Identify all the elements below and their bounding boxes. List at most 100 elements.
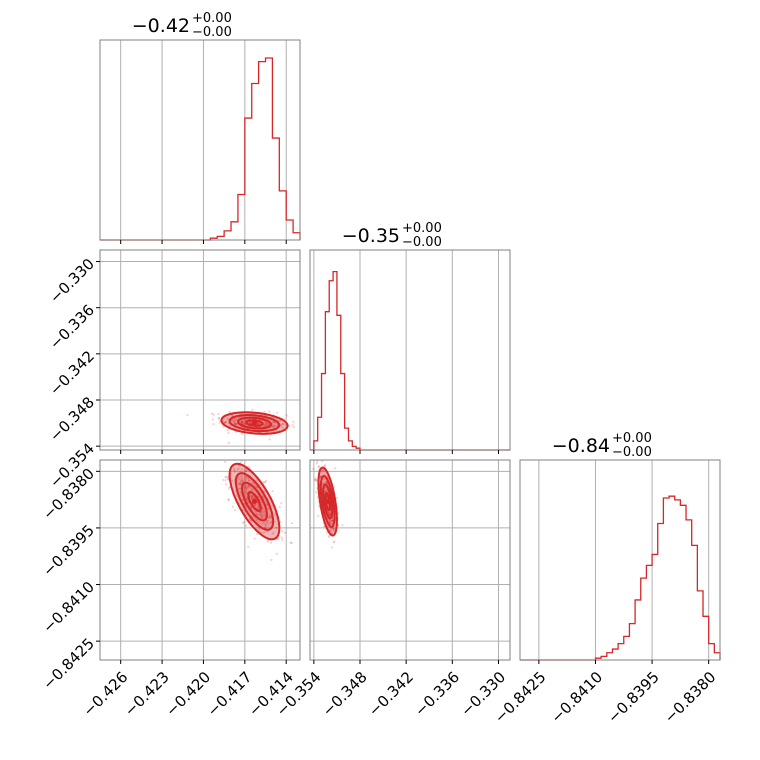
histogram-2	[310, 270, 510, 451]
sample-point	[234, 419, 238, 422]
sample-point	[325, 480, 328, 483]
sample-point	[254, 518, 258, 521]
scatter-panel-1	[96, 249, 301, 454]
sample-point	[266, 504, 269, 507]
sample-point	[236, 468, 239, 471]
sample-point	[241, 420, 244, 423]
sample-point	[228, 410, 231, 414]
sample-point	[316, 460, 319, 463]
sample-point	[247, 485, 250, 488]
sample-point	[256, 422, 260, 425]
sample-point	[231, 414, 234, 417]
sample-point	[258, 422, 261, 425]
sample-point	[227, 441, 230, 444]
sample-point	[251, 495, 254, 498]
sample-point	[266, 520, 269, 523]
sample-point	[226, 429, 229, 432]
sample-point	[251, 488, 254, 491]
sample-point	[333, 485, 336, 488]
sample-point	[269, 541, 273, 544]
sample-point	[225, 483, 228, 486]
sample-point	[260, 514, 263, 518]
sample-point	[247, 479, 250, 482]
sample-point	[224, 460, 227, 463]
sample-point	[247, 484, 250, 487]
sample-point	[249, 421, 252, 424]
sample-point	[268, 516, 271, 520]
sample-point	[263, 514, 267, 517]
sample-point	[257, 507, 260, 510]
sample-point	[225, 419, 228, 422]
sample-point	[290, 541, 293, 545]
sample-point	[272, 421, 275, 424]
sample-point	[243, 486, 247, 489]
sample-point	[332, 529, 335, 533]
sample-point	[262, 480, 265, 483]
sample-point	[314, 478, 317, 482]
sample-point	[327, 511, 331, 514]
sample-point	[267, 424, 270, 427]
param-title-minus: −0.00	[402, 235, 442, 250]
sample-point	[241, 498, 245, 502]
sample-point	[224, 476, 227, 479]
sample-point	[245, 486, 248, 489]
sample-point	[252, 497, 255, 500]
sample-point	[273, 421, 276, 424]
sample-point	[323, 464, 327, 467]
panel-frame	[309, 249, 511, 451]
sample-point	[255, 485, 258, 488]
sample-point	[289, 541, 292, 544]
y-tick-label: −0.348	[46, 393, 98, 445]
sample-point	[238, 477, 241, 481]
param-title-2: −0.35	[342, 225, 400, 247]
sample-point	[323, 477, 326, 480]
sample-point	[259, 511, 262, 514]
sample-point	[253, 503, 257, 506]
sample-point	[322, 469, 325, 472]
sample-point	[248, 479, 251, 482]
scatter-panel-3	[309, 459, 511, 664]
sample-point	[270, 558, 273, 562]
sample-point	[265, 503, 268, 506]
sample-point	[253, 537, 256, 540]
param-title-minus: −0.00	[192, 25, 232, 40]
sample-point	[243, 520, 246, 524]
sample-point	[280, 425, 283, 428]
sample-point	[240, 480, 243, 483]
sample-point	[258, 490, 262, 493]
histogram-3	[520, 495, 721, 661]
sample-point	[249, 422, 252, 425]
sample-point	[329, 522, 332, 525]
sample-point	[266, 540, 269, 543]
sample-point	[322, 482, 325, 485]
sample-point	[244, 478, 247, 481]
sample-point	[227, 498, 230, 501]
sample-point	[261, 522, 264, 525]
x-tick-label: −0.426	[79, 668, 131, 720]
sample-point	[249, 495, 252, 498]
sample-point	[243, 423, 246, 426]
sample-point	[225, 475, 228, 478]
sample-point	[235, 423, 238, 426]
sample-point	[260, 517, 263, 520]
sample-point	[281, 423, 284, 426]
sample-point	[261, 508, 264, 511]
sample-point	[244, 491, 247, 494]
sample-point	[328, 519, 331, 522]
sample-point	[318, 465, 321, 468]
sample-point	[264, 524, 267, 527]
density-peak	[251, 499, 257, 505]
sample-point	[332, 541, 335, 544]
sample-point	[238, 481, 241, 484]
sample-point	[315, 462, 318, 465]
sample-point	[244, 524, 247, 527]
param-title-plus: +0.00	[612, 431, 652, 446]
sample-point	[319, 475, 322, 478]
x-tick-label: −0.348	[319, 668, 371, 720]
sample-point	[226, 416, 229, 419]
sample-point	[234, 423, 237, 426]
sample-point	[250, 506, 253, 509]
sample-point	[222, 478, 225, 482]
sample-point	[266, 530, 269, 533]
sample-point	[272, 424, 275, 427]
